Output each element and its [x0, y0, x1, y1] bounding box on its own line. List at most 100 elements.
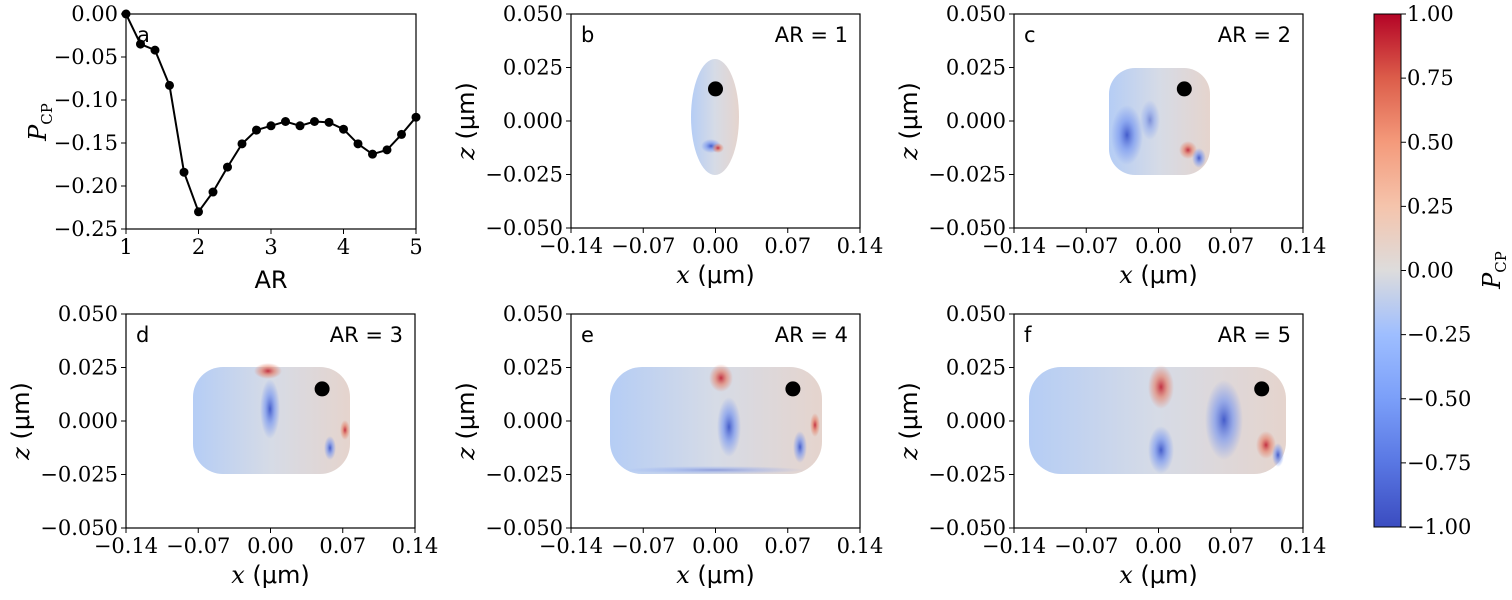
panel-e-xlabel-var: x	[676, 561, 690, 589]
panel-a-point	[339, 124, 348, 134]
panel-a-xtick-label: 2	[192, 235, 205, 259]
panel-e-field-image	[610, 364, 822, 474]
panel-f-xtick-label: 0.14	[1280, 534, 1327, 558]
panel-a-point	[252, 125, 261, 135]
panel-a-xtick-label: 3	[264, 235, 277, 259]
panel-a-point	[208, 187, 218, 197]
panel-c-xlabel-unit: (μm)	[1133, 261, 1198, 289]
panel-a-ylabel-main: P	[24, 124, 52, 142]
panel-e-ytick-label: 0.025	[503, 356, 563, 380]
panel-c-annotation: AR = 2	[1218, 23, 1291, 47]
panel-d-ytick-label: −0.025	[40, 463, 118, 487]
panel-b-ylabel: z (μm)	[452, 82, 480, 161]
panel-b-ytick-label: 0.050	[503, 2, 563, 26]
panel-d-ytick-label: 0.000	[58, 409, 118, 433]
panel-f-source-dot	[1254, 381, 1270, 397]
panel-f-ylabel: z (μm)	[895, 382, 923, 461]
panel-a-xtick-label: 5	[409, 235, 422, 259]
panel-a-ytick-label: −0.10	[54, 88, 118, 112]
panel-e-xtick-label: 0.14	[837, 534, 884, 558]
panel-c-xtick-label: −0.07	[1054, 234, 1118, 258]
panel-a-ytick-label: −0.20	[54, 174, 118, 198]
panel-e-heatmap: −0.14 −0.07 0.00 0.07 0.14 0.050 0.025 0.000 −0.…	[452, 302, 883, 589]
colorbar-tick-label: −0.25	[1407, 323, 1471, 347]
panel-a-ytick-label: 0.00	[71, 2, 118, 26]
panel-c-letter: c	[1024, 23, 1036, 47]
panel-a-point	[310, 117, 319, 126]
panel-e-xtick-label: 0.07	[764, 534, 811, 558]
panel-e-ylabel: z (μm)	[452, 382, 480, 461]
panel-e-ylabel-var: z	[452, 447, 480, 461]
colorbar-tick-label: 0.75	[1407, 66, 1454, 90]
panel-a-xtick-label: 4	[337, 235, 350, 259]
panel-e-ytick-label: 0.000	[503, 409, 563, 433]
panel-a-point	[295, 121, 305, 131]
panel-a-point	[136, 39, 145, 49]
panel-e-ylabel-unit: (μm)	[452, 382, 480, 447]
panel-c-heatmap: −0.14 −0.07 0.00 0.07 0.14 0.050 0.025 0.000 −0.…	[895, 2, 1326, 289]
panel-a-ylabel: PCP	[24, 103, 56, 142]
panel-c-ytick-label: 0.050	[946, 2, 1006, 26]
panel-c-ytick-label: −0.025	[928, 163, 1006, 187]
colorbar-tick-label: −1.00	[1407, 515, 1471, 539]
colorbar-label-main: P	[1478, 272, 1506, 290]
panel-b-annotation: AR = 1	[775, 23, 848, 47]
panel-d-xtick-label: 0.00	[247, 534, 294, 558]
panel-d-ylabel-unit: (μm)	[7, 382, 35, 447]
panel-f-xlabel-var: x	[1119, 561, 1133, 589]
panel-c-ylabel: z (μm)	[895, 82, 923, 161]
panel-e-ytick-label: 0.050	[503, 302, 563, 326]
panel-f-heatmap: −0.14 −0.07 0.00 0.07 0.14 0.050 0.025 0.000 −0.…	[895, 302, 1326, 589]
panel-d-ylabel: z (μm)	[7, 382, 35, 461]
panel-b-ytick-label: 0.000	[503, 109, 563, 133]
panel-a-series-line	[125, 13, 417, 214]
panel-a-point	[368, 149, 377, 159]
panel-a-point	[324, 117, 334, 127]
panel-e-source-dot	[785, 381, 801, 397]
panel-a-point	[281, 117, 290, 126]
panel-d-heatmap: −0.14 −0.07 0.00 0.07 0.14 0.050 0.025 0.000 −0.…	[7, 302, 438, 589]
panel-d-ytick-label: 0.050	[58, 302, 118, 326]
panel-b-heatmap: −0.14 −0.07 0.00 0.07 0.14 0.050 0.025 0.000 −0.…	[452, 2, 883, 289]
panel-b-letter: b	[581, 23, 594, 47]
panel-a-point	[397, 129, 406, 139]
colorbar-tick-label: 0.25	[1407, 194, 1454, 218]
panel-a-point	[150, 45, 160, 55]
panel-c-ytick-label: 0.000	[946, 109, 1006, 133]
panel-a-point	[223, 162, 232, 172]
panel-b-xlabel: x (μm)	[676, 261, 755, 289]
panel-e-annotation: AR = 4	[775, 323, 848, 347]
panel-f-ylabel-var: z	[895, 447, 923, 461]
panel-d-field-image	[193, 363, 350, 474]
panel-d-ytick-label: −0.050	[40, 516, 118, 540]
panel-b-xtick-label: 0.14	[837, 234, 884, 258]
colorbar: 1.00 0.75 0.50 0.25 0.00 −0.25 −0.50 −0.75 −1.00…	[1373, 2, 1510, 539]
panel-a-ytick-label: −0.05	[54, 45, 118, 69]
panel-f-letter: f	[1024, 323, 1032, 347]
panel-b-ylabel-var: z	[452, 147, 480, 161]
panel-a-line-chart: 1 2 3 4 5 0.00 −0.05 −0.10 −0.15 −0.20 −0.25 a AR…	[24, 2, 423, 294]
panel-a-point	[266, 121, 276, 131]
panel-b-xtick-label: −0.07	[611, 234, 675, 258]
panel-a-point	[382, 145, 392, 155]
panel-e-letter: e	[581, 323, 594, 347]
panel-a-ytick-label: −0.25	[54, 217, 118, 241]
colorbar-label: PCP	[1478, 251, 1510, 290]
panel-d-xtick-label: −0.07	[166, 534, 230, 558]
panel-b-source-dot	[708, 81, 723, 97]
panel-e-ytick-label: −0.025	[485, 463, 563, 487]
panel-a-letter: a	[137, 23, 150, 47]
panel-c-ytick-label: −0.050	[928, 216, 1006, 240]
panel-e-ytick-label: −0.050	[485, 516, 563, 540]
panel-f-xtick-label: −0.07	[1054, 534, 1118, 558]
panel-b-ytick-label: 0.025	[503, 56, 563, 80]
panel-f-ytick-label: 0.025	[946, 356, 1006, 380]
panel-a-xlabel: AR	[254, 266, 287, 294]
colorbar-tick-label: 0.50	[1407, 130, 1454, 154]
panel-b-ytick-label: −0.025	[485, 163, 563, 187]
panel-f-xtick-label: −0.14	[982, 534, 1046, 558]
panel-b-xtick-label: 0.07	[764, 234, 811, 258]
panel-f-ytick-label: −0.050	[928, 516, 1006, 540]
colorbar-tick-label: 1.00	[1407, 2, 1454, 26]
